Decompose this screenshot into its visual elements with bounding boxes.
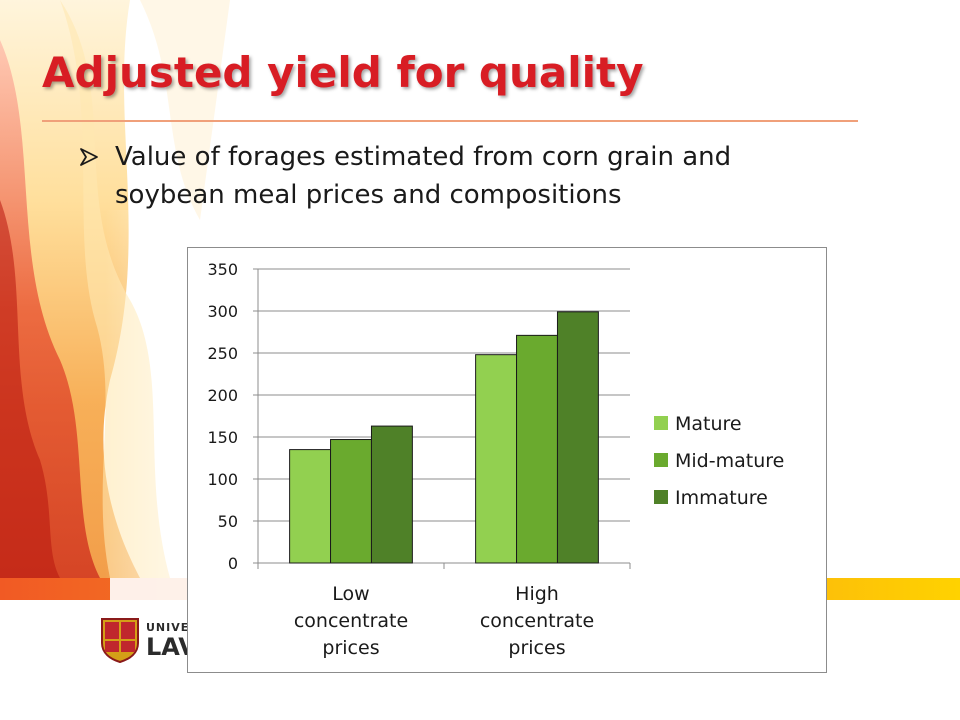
bar-mid-mature-1: [516, 334, 558, 564]
bullet-text: Value of forages estimated from corn gra…: [115, 142, 732, 210]
legend-swatch: [654, 453, 668, 467]
legend-swatch: [654, 490, 668, 504]
y-tick-label: 350: [207, 260, 238, 279]
y-tick-label: 0: [228, 554, 238, 573]
bar-immature-1: [556, 311, 599, 564]
y-tick-label: 100: [207, 470, 238, 489]
legend-label: Mid-mature: [675, 450, 784, 472]
y-tick-label: 200: [207, 386, 238, 405]
legend-swatch: [654, 416, 668, 430]
x-category-label: concentrate: [294, 610, 408, 632]
y-tick-label: 50: [218, 512, 238, 531]
x-category-label: concentrate: [480, 610, 594, 632]
y-tick-label: 300: [207, 302, 238, 321]
title-divider: [42, 120, 858, 122]
bar-immature-0: [370, 425, 413, 564]
slide-title: Adjusted yield for quality: [42, 48, 644, 97]
y-tick-label: 150: [207, 428, 238, 447]
x-category-label: Low: [332, 583, 369, 605]
bar-mid-mature-0: [330, 439, 372, 564]
chart-area: 0 50 100 150 200 250 300 350 Low concentrate price…: [187, 247, 827, 673]
flame-decoration: [0, 0, 230, 578]
x-category-label: prices: [508, 637, 565, 659]
bar-chart: 0 50 100 150 200 250 300 350 Low concentrate price…: [207, 260, 784, 659]
x-category-label: prices: [322, 637, 379, 659]
bar-mature-1: [475, 354, 518, 564]
bullet-item: Value of forages estimated from corn gra…: [78, 138, 838, 214]
x-category-label: High: [515, 583, 559, 605]
legend-label: Mature: [675, 413, 742, 435]
logo-line-1: UNIVE: [146, 621, 190, 634]
y-tick-label: 250: [207, 344, 238, 363]
university-shield-icon: [101, 618, 139, 663]
arrow-bullet-icon: [80, 148, 98, 166]
bar-mature-0: [289, 449, 332, 564]
legend-label: Immature: [675, 487, 768, 509]
